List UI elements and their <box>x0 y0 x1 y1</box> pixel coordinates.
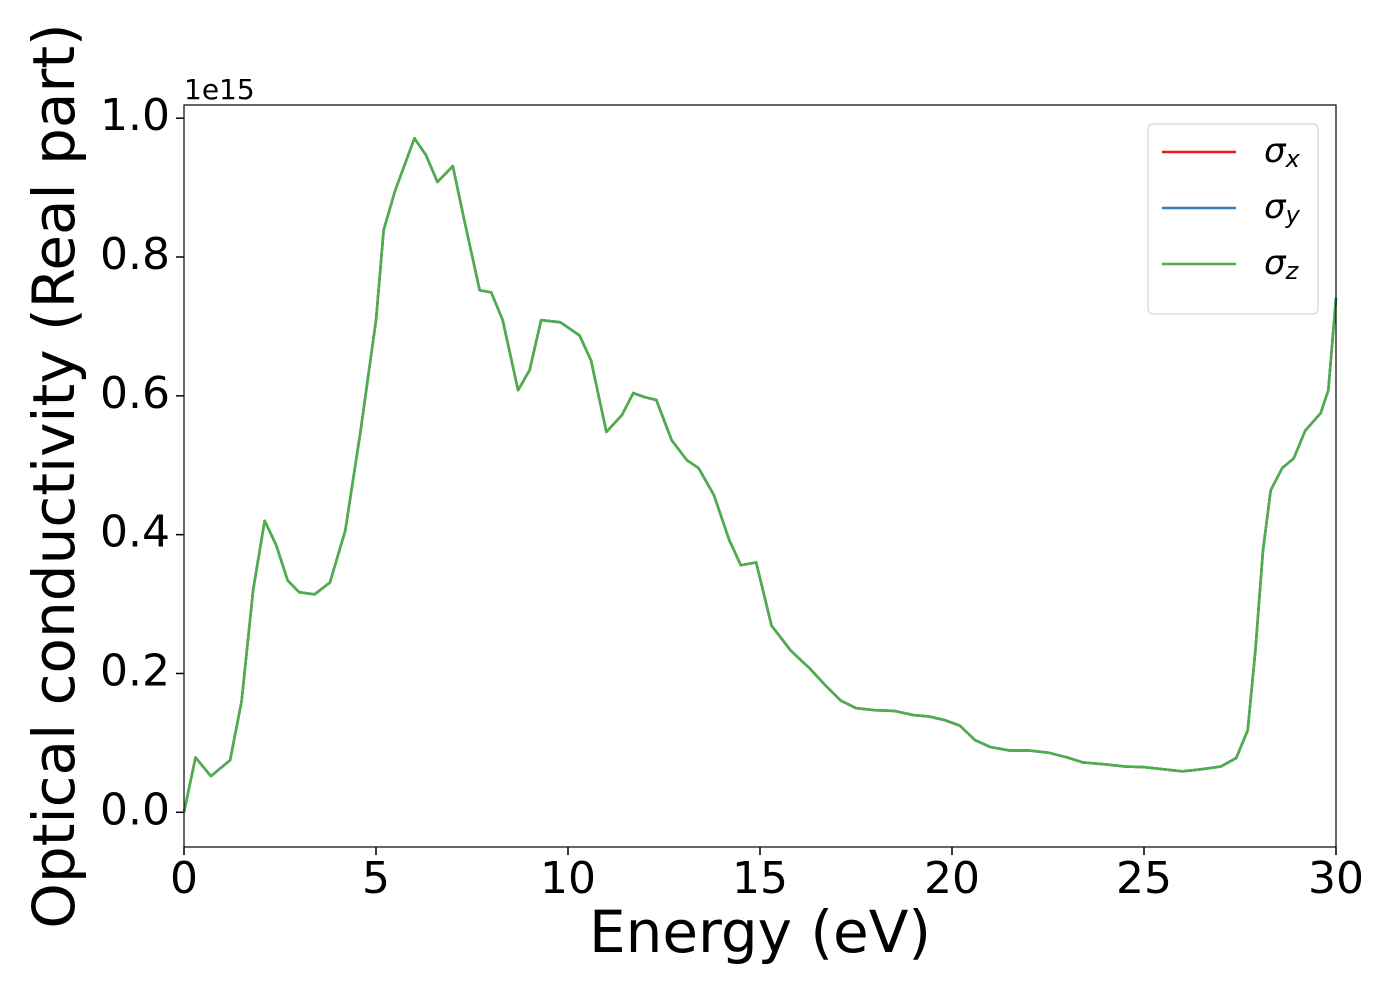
y-tick-label: 0.2 <box>100 645 170 696</box>
series-line <box>182 137 1338 813</box>
y-offset-label: 1e15 <box>184 73 255 106</box>
x-tick-label: 10 <box>540 853 596 904</box>
legend-label: σy <box>1264 187 1301 230</box>
plot-frame <box>183 104 1337 848</box>
y-tick-label: 0.0 <box>100 784 170 835</box>
y-tick-label: 1.0 <box>100 90 170 141</box>
y-axis-label: Optical conductivity (Real part) <box>20 23 88 928</box>
x-tick-label: 25 <box>1116 853 1172 904</box>
y-tick-label: 0.6 <box>100 368 170 419</box>
legend-label: σz <box>1264 243 1300 286</box>
x-tick-label: 20 <box>924 853 980 904</box>
y-tick-label: 0.4 <box>100 507 170 558</box>
x-tick-label: 0 <box>170 853 198 904</box>
legend-box <box>1147 123 1319 315</box>
legend-label: σx <box>1264 131 1301 174</box>
x-tick-label: 5 <box>362 853 390 904</box>
x-tick-label: 30 <box>1308 853 1364 904</box>
y-tick-label: 0.8 <box>100 229 170 280</box>
x-tick-label: 15 <box>732 853 788 904</box>
x-axis-label: Energy (eV) <box>589 898 931 966</box>
